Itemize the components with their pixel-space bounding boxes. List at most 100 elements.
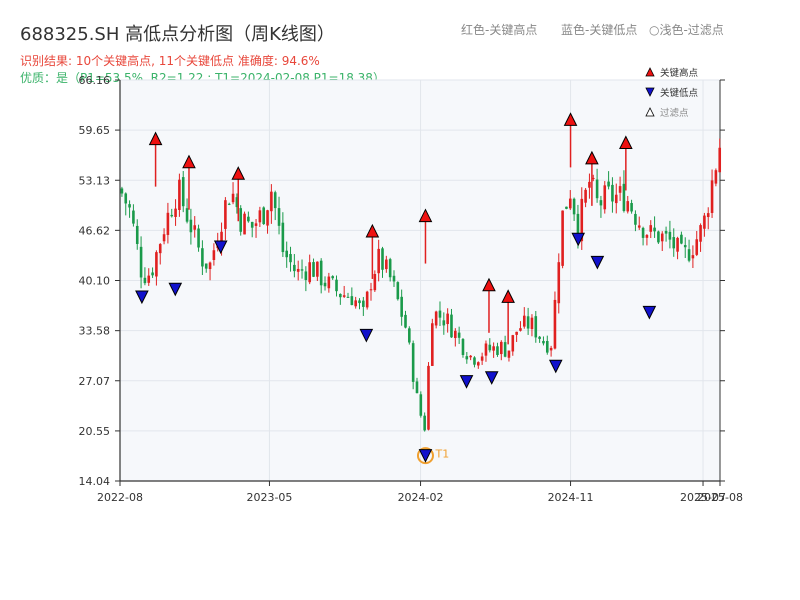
candle-body <box>477 362 480 366</box>
candle-body <box>327 276 331 289</box>
candle-body <box>584 189 587 203</box>
candle-body <box>511 335 515 352</box>
x-tick-label: 2024-02 <box>398 491 444 504</box>
candle-body <box>396 282 400 300</box>
candle-body <box>591 177 595 179</box>
candle-body <box>683 245 687 248</box>
candle-body <box>660 233 664 242</box>
candle-body <box>250 221 254 228</box>
candle-body <box>645 235 649 238</box>
candle-body <box>408 328 411 343</box>
x-tick-label: 2024-11 <box>548 491 594 504</box>
candle-body <box>568 198 572 209</box>
candle-body <box>488 344 492 351</box>
candle-body <box>308 262 311 283</box>
candle-body <box>526 316 530 329</box>
candle-body <box>158 244 162 254</box>
candle-body <box>358 300 361 304</box>
candle-body <box>166 212 170 235</box>
candle-body <box>135 225 139 244</box>
candle-body <box>710 180 714 213</box>
candle-body <box>588 181 591 188</box>
candle-body <box>258 210 262 223</box>
candle-body <box>522 315 526 327</box>
candle-body <box>162 234 166 242</box>
candle-body <box>649 225 653 232</box>
candle-body <box>365 291 369 308</box>
legend-item-filtered-marker <box>645 107 655 117</box>
y-tick-label: 40.10 <box>79 275 111 288</box>
y-tick-label: 27.07 <box>79 375 111 388</box>
candle-body <box>404 314 407 328</box>
candle-body <box>442 320 446 326</box>
candle-body <box>120 188 124 194</box>
key-low-marker <box>135 290 149 305</box>
candle-body <box>289 254 292 263</box>
candle-body <box>385 259 388 270</box>
candle-body <box>450 314 453 338</box>
candle-body <box>423 415 426 431</box>
candle-body <box>185 208 189 222</box>
candle-body <box>266 210 269 226</box>
candle-body <box>515 331 518 335</box>
candle-body <box>124 193 128 204</box>
candle-body <box>672 237 676 249</box>
candle-body <box>316 261 319 277</box>
candle-body <box>128 204 131 208</box>
key-low-marker <box>213 240 228 255</box>
candle-body <box>415 381 419 394</box>
candle-body <box>193 225 197 230</box>
x-tick-label: 2025-07 <box>680 491 726 504</box>
candle-body <box>607 181 610 187</box>
candle-body <box>411 343 415 382</box>
candle-body <box>388 259 392 278</box>
candle-body <box>530 317 534 329</box>
candle-body <box>189 219 193 233</box>
candle-body <box>534 316 538 338</box>
candle-body <box>224 200 227 229</box>
chart-title: 688325.SH 高低点分析图（周K线图） <box>20 24 335 45</box>
candle-body <box>680 234 683 244</box>
candle-body <box>480 356 484 361</box>
candle-body <box>342 295 346 297</box>
candle-body <box>139 246 143 278</box>
key-low-marker <box>590 255 605 270</box>
candle-body <box>553 299 557 349</box>
candle-body <box>626 201 630 212</box>
candle-body <box>235 197 239 208</box>
candle-body <box>622 183 626 211</box>
candle-body <box>285 250 288 258</box>
key-high-marker <box>563 112 578 126</box>
x-tick-label: 2022-08 <box>97 491 143 504</box>
candle-body <box>637 225 641 228</box>
key-low-marker <box>418 449 433 463</box>
candle-body <box>703 215 706 229</box>
candle-body <box>181 177 185 207</box>
candle-body <box>270 191 273 212</box>
candle-body <box>484 343 488 356</box>
candle-body <box>231 193 235 203</box>
y-tick-label: 14.04 <box>79 475 111 488</box>
candle-body <box>473 357 476 365</box>
candle-body <box>611 184 614 202</box>
candle-body <box>507 350 511 358</box>
key-high-marker <box>619 135 633 149</box>
candle-body <box>641 227 645 238</box>
candle-body <box>519 328 522 331</box>
candle-body <box>151 272 154 276</box>
candle-body <box>312 262 315 277</box>
candle-body <box>335 279 338 292</box>
key-low-marker <box>168 282 183 297</box>
candle-body <box>143 277 147 284</box>
candle-body <box>381 248 384 270</box>
candle-body <box>446 313 449 325</box>
candle-body <box>362 300 365 307</box>
candle-body <box>634 213 637 225</box>
key-low-marker <box>359 328 374 343</box>
candle-body <box>614 194 618 204</box>
x-tick-label: 2025-08 <box>697 491 743 504</box>
candle-body <box>699 225 702 242</box>
t1-label: T1 <box>434 448 449 461</box>
candle-body <box>300 269 304 271</box>
key-high-marker <box>365 223 380 238</box>
